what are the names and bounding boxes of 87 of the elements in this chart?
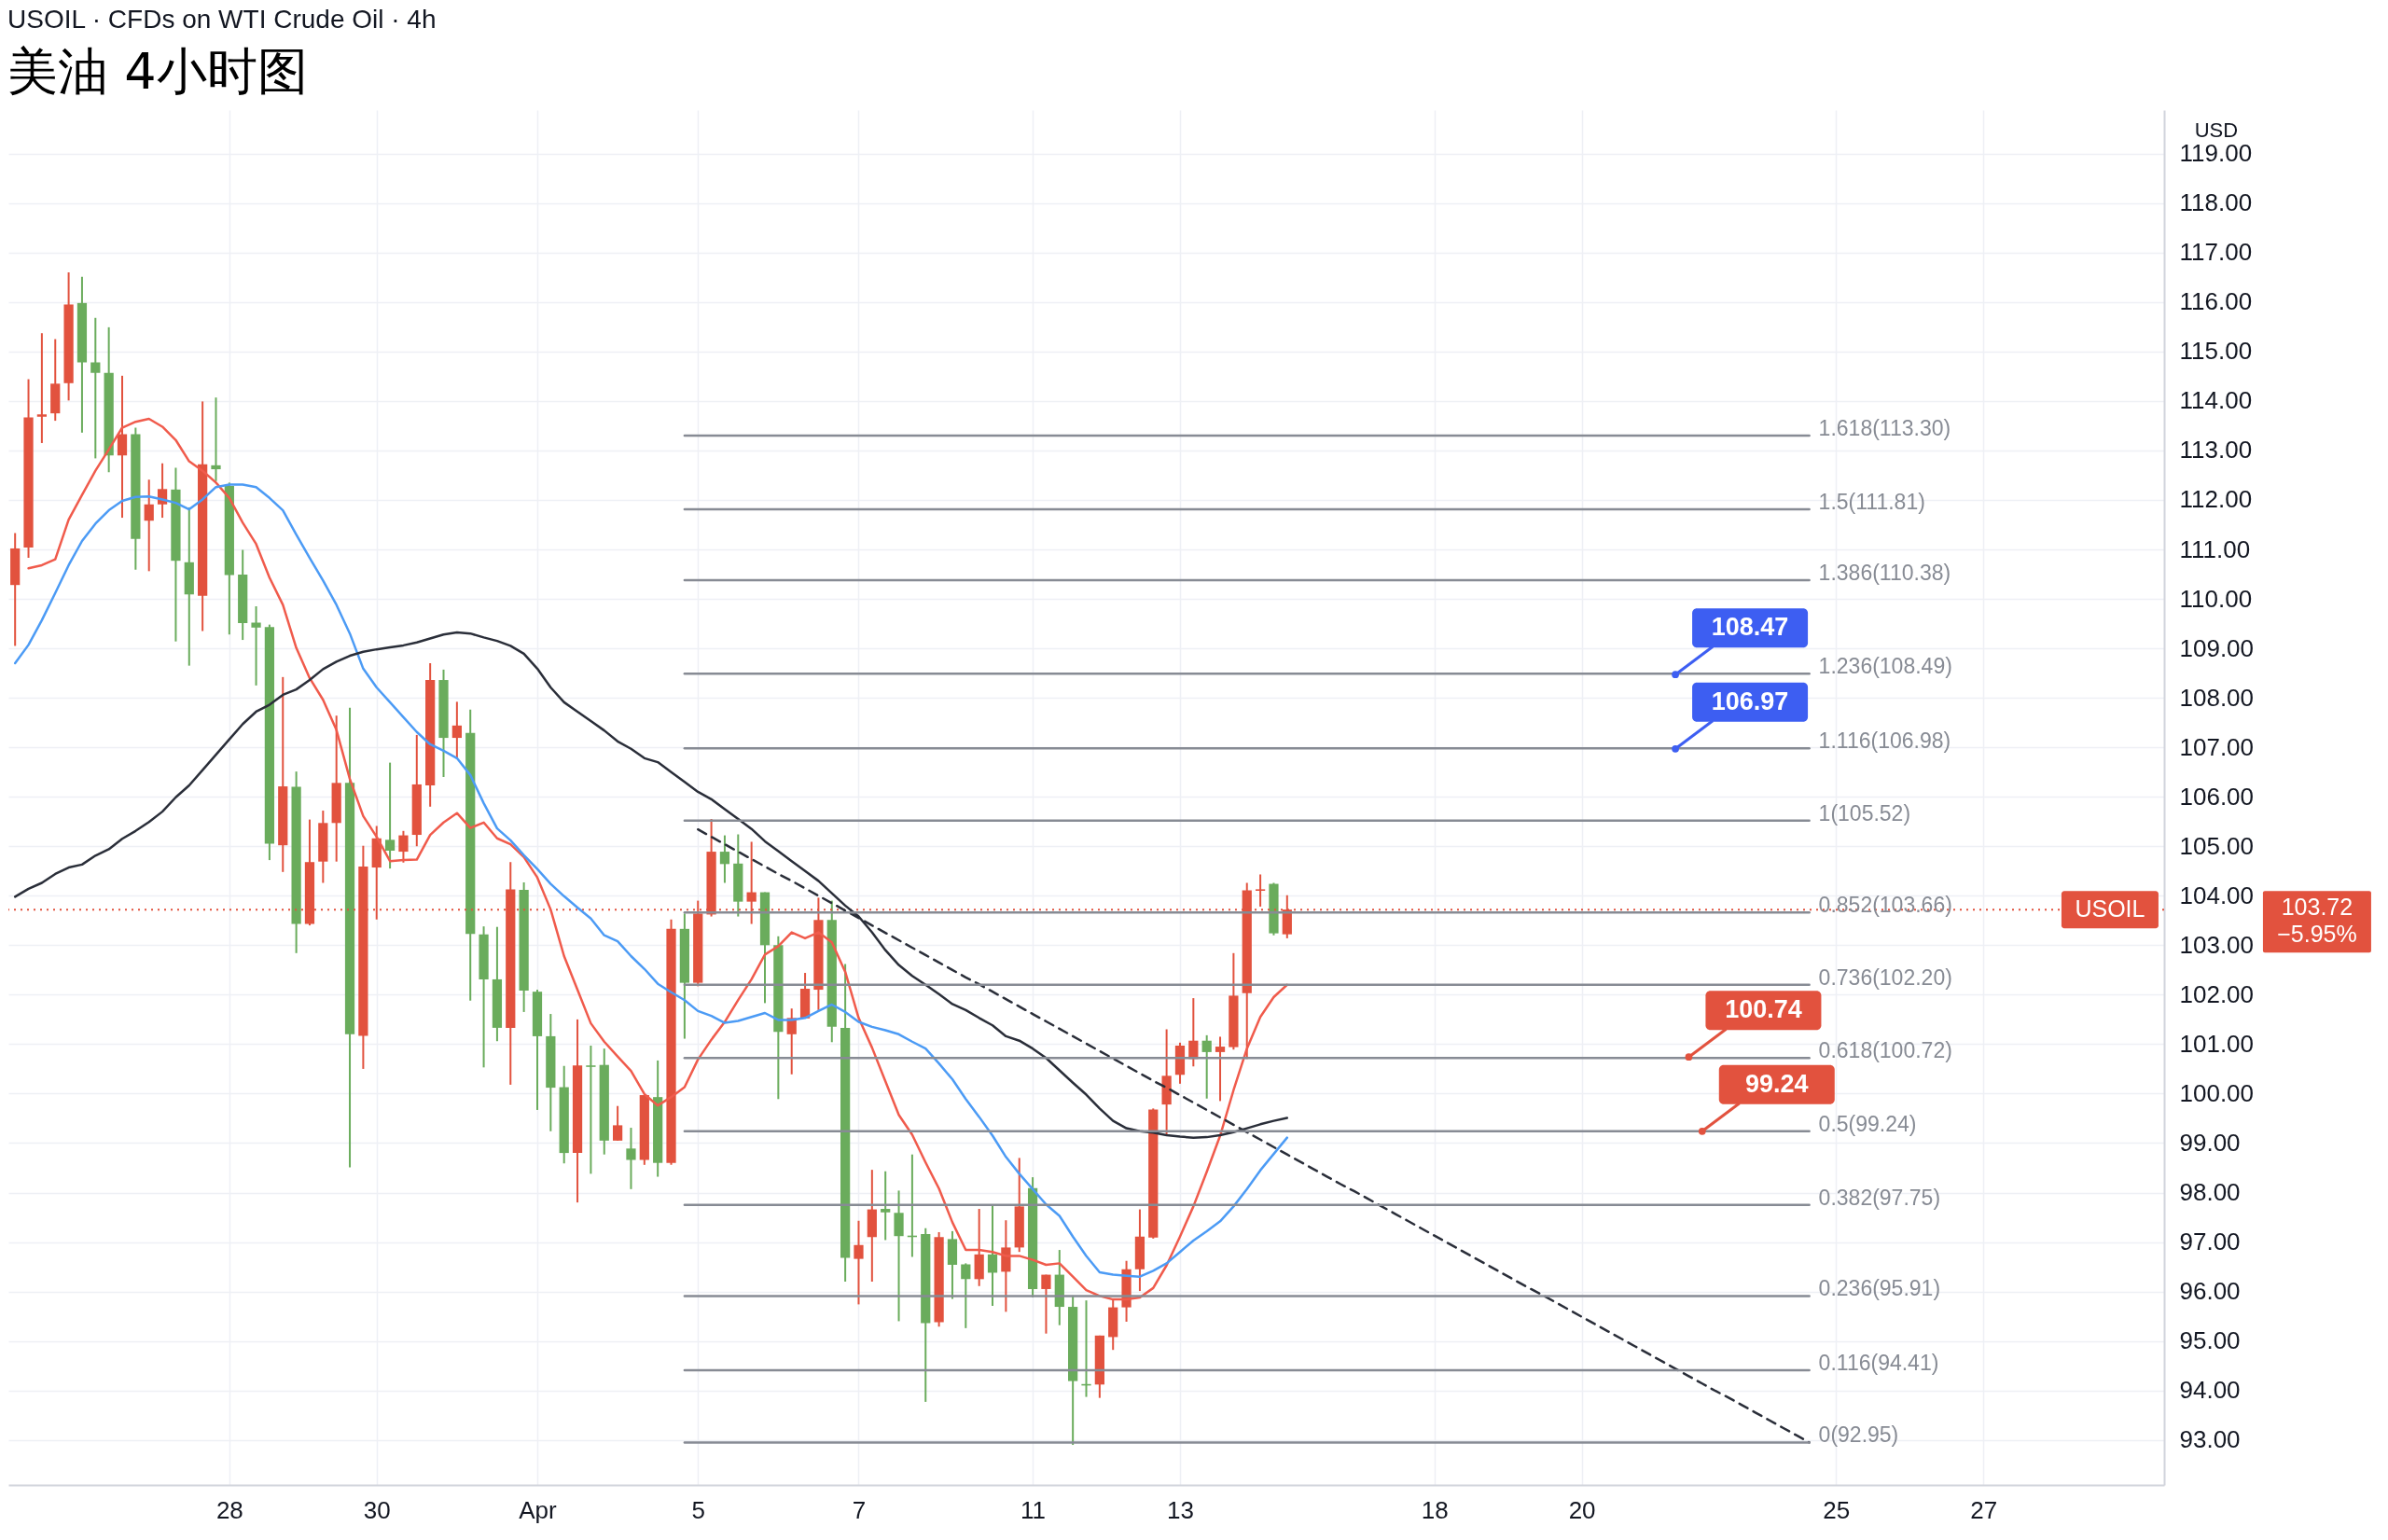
y-tick-label: 112.00 <box>2179 485 2253 514</box>
text: −5.95% <box>2277 921 2357 948</box>
y-tick-label: 105.00 <box>2179 831 2255 860</box>
x-tick-label: Apr <box>519 1495 558 1524</box>
candlestick <box>719 834 730 884</box>
x-tick-label: 11 <box>1020 1495 1047 1524</box>
series-label: 0.852(103.66) <box>1818 893 1952 918</box>
y-tick-label: 98.00 <box>2179 1178 2241 1207</box>
series-label: 1.618(113.30) <box>1818 416 1951 441</box>
candlestick <box>451 701 462 760</box>
point <box>1672 744 1679 753</box>
x-tick-label: 27 <box>1970 1495 1998 1524</box>
x-tick-label: 7 <box>852 1495 867 1524</box>
candlestick <box>626 1127 636 1190</box>
candlestick <box>1201 1034 1212 1100</box>
x-tick-label: 28 <box>215 1495 243 1524</box>
y-tick-label: 93.00 <box>2179 1425 2241 1454</box>
series-label: 0.5(99.24) <box>1818 1111 1917 1136</box>
series-label: 1.236(108.49) <box>1818 654 1952 679</box>
y-tick-label: 115.00 <box>2179 337 2253 366</box>
x-tick-label: 25 <box>1823 1495 1851 1524</box>
series-label: 1(105.52) <box>1818 800 1911 825</box>
chart-title: USOIL · CFDs on WTI Crude Oil · 4h <box>7 5 437 34</box>
candlestick <box>117 374 128 520</box>
y-tick-label: 110.00 <box>2179 584 2253 613</box>
candlestick <box>144 479 154 573</box>
y-tick-label: 96.00 <box>2179 1277 2241 1306</box>
series-label: 0.236(95.91) <box>1818 1276 1941 1301</box>
y-tick-label: 113.00 <box>2179 436 2253 465</box>
candlestick <box>961 1262 971 1329</box>
y-tick-label: 94.00 <box>2179 1376 2241 1405</box>
x-tick-label: 30 <box>363 1495 391 1524</box>
candlestick <box>398 829 409 864</box>
y-tick-label: 100.00 <box>2179 1078 2255 1107</box>
x-tick-label: 5 <box>691 1495 705 1524</box>
y-tick-label: 117.00 <box>2179 238 2253 267</box>
candlestick <box>987 1203 998 1307</box>
data-label: 99.24 <box>1745 1069 1809 1098</box>
series-label: 0(92.95) <box>1818 1422 1899 1448</box>
y-tick-label: 116.00 <box>2179 287 2253 316</box>
y-tick-label: 114.00 <box>2179 386 2253 415</box>
y-tick-label: 108.00 <box>2179 683 2255 712</box>
candlestick <box>211 396 221 482</box>
series-label: 0.382(97.75) <box>1818 1185 1941 1210</box>
x-tick-label: 18 <box>1421 1495 1449 1524</box>
candlestick <box>854 1219 864 1306</box>
candlestick <box>90 316 101 460</box>
candlestick <box>1041 1273 1051 1335</box>
series-label: 1.116(106.98) <box>1818 728 1951 754</box>
y-tick-label: 103.00 <box>2179 930 2255 959</box>
x-tick-label: 13 <box>1167 1495 1194 1524</box>
y-tick-label: 107.00 <box>2179 732 2255 761</box>
y-tick-label: 111.00 <box>2179 534 2251 563</box>
data-label: 100.74 <box>1725 995 1802 1024</box>
ref-line-label: USOIL <box>2075 895 2145 923</box>
y-tick-label: 104.00 <box>2179 881 2255 909</box>
data-label: 108.47 <box>1711 613 1789 642</box>
point <box>1672 671 1679 679</box>
candlestick <box>384 761 396 870</box>
series-label: 0.736(102.20) <box>1818 964 1952 990</box>
series-label: 0.618(100.72) <box>1818 1038 1952 1063</box>
y-tick-label: 95.00 <box>2179 1326 2241 1355</box>
candlestick <box>586 1045 596 1175</box>
text: USD <box>2194 118 2239 142</box>
candlestick <box>612 1104 623 1142</box>
y-tick-label: 119.00 <box>2179 139 2253 168</box>
x-tick-label: 20 <box>1568 1495 1596 1524</box>
y-tick-label: 102.00 <box>2179 979 2255 1008</box>
candlestick <box>1255 873 1266 908</box>
y-tick-label: 106.00 <box>2179 782 2255 811</box>
candlestick <box>881 1170 891 1242</box>
point <box>1685 1053 1693 1061</box>
y-tick-label: 99.00 <box>2179 1128 2241 1157</box>
y-tick-label: 109.00 <box>2179 633 2255 662</box>
point <box>1698 1127 1706 1135</box>
text: 103.72 <box>2281 894 2353 921</box>
y-tick-label: 101.00 <box>2179 1029 2255 1058</box>
chart-subtitle: 美油 4小时图 <box>7 42 308 101</box>
series-label: 1.386(110.38) <box>1818 560 1951 585</box>
candlestick <box>36 332 48 444</box>
series-label: 0.116(94.41) <box>1818 1350 1939 1375</box>
candlestick <box>1215 1035 1226 1103</box>
y-tick-label: 118.00 <box>2179 188 2253 217</box>
series-label: 1.5(111.81) <box>1818 490 1925 515</box>
y-tick-label: 97.00 <box>2179 1228 2241 1256</box>
candlestick <box>251 605 261 687</box>
data-label: 106.97 <box>1711 687 1789 715</box>
